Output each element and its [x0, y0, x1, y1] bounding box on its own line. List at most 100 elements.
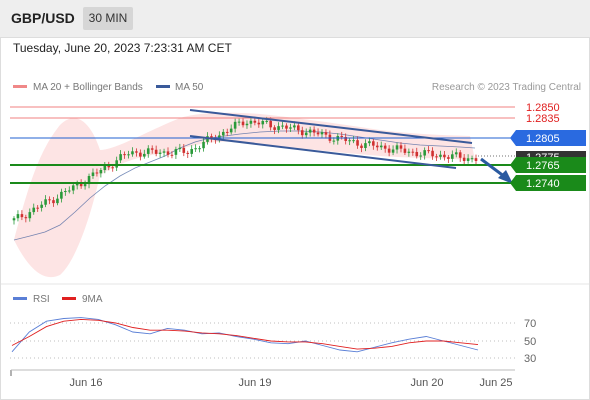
candle-body	[249, 120, 253, 124]
candle-body	[154, 149, 158, 154]
bollinger-legend-label: MA 20 + Bollinger Bands	[33, 82, 143, 93]
rsi-level-30-label: 30	[524, 353, 536, 365]
candle-body	[127, 154, 130, 156]
chart-datetime: Tuesday, June 20, 2023 7:23:31 AM CET	[13, 41, 232, 55]
candle-body	[123, 154, 126, 156]
candle-body	[186, 152, 190, 154]
support-2-label: 1.2740	[526, 178, 560, 190]
currency-pair-title: GBP/USD	[11, 10, 75, 26]
channel-lower-line	[189, 135, 457, 169]
candle-body	[198, 148, 201, 150]
candle-body	[111, 167, 115, 169]
candle-body	[435, 156, 438, 158]
candle-body	[103, 165, 107, 171]
rsi-level-50-label: 50	[524, 336, 536, 348]
candle-body	[99, 170, 103, 174]
candle-body	[107, 165, 111, 168]
candle-body	[257, 122, 261, 125]
candle-body	[403, 148, 407, 153]
candle-body	[391, 149, 395, 153]
projection-arrow-shaft	[480, 157, 506, 179]
credit-text: Research © 2023 Trading Central	[432, 82, 581, 93]
candle-body	[36, 207, 39, 209]
candle-body	[71, 185, 75, 191]
candle-body	[308, 129, 312, 133]
rsi-legend-swatch	[13, 297, 27, 300]
candle-body	[332, 140, 336, 142]
candle-body	[67, 190, 71, 192]
chart-frame	[0, 37, 590, 400]
candle-body	[233, 121, 237, 129]
x-label-jun25: Jun 25	[479, 377, 512, 389]
rsi-level-70-label: 70	[524, 318, 536, 330]
candle-body	[52, 200, 55, 204]
candle-body	[415, 151, 419, 157]
candle-body	[48, 199, 51, 201]
candle-body	[229, 128, 233, 133]
candle-body	[119, 154, 122, 161]
candle-body	[60, 191, 63, 199]
candle-body	[447, 157, 450, 159]
projection-arrow-head	[498, 170, 513, 184]
candle-body	[162, 151, 166, 153]
candle-body	[146, 148, 150, 154]
pivot-label: 1.2805	[526, 133, 560, 145]
rsi-legend-label: RSI	[33, 294, 50, 305]
candle-body	[304, 132, 308, 136]
candle-body	[372, 141, 375, 146]
candle-body	[300, 130, 304, 136]
ma50-line	[13, 130, 476, 241]
candle-body	[182, 147, 186, 153]
candle-body	[348, 140, 351, 142]
candle-body	[32, 207, 36, 213]
candle-body	[431, 150, 434, 157]
candle-body	[411, 151, 415, 153]
candle-body	[225, 131, 229, 133]
candle-body	[158, 152, 162, 154]
candle-body	[293, 125, 296, 128]
support-2-price-tag	[516, 175, 586, 191]
candle-body	[202, 141, 205, 149]
pivot-price-tag-pointer	[510, 130, 516, 146]
candle-body	[75, 183, 79, 186]
candle-body	[312, 129, 316, 133]
candle-body	[439, 154, 442, 157]
candle-body	[273, 127, 276, 130]
candle-body	[253, 120, 257, 123]
support-1-label: 1.2765	[526, 160, 560, 172]
timeframe-button[interactable]: 30 MIN	[83, 7, 133, 30]
candle-body	[150, 148, 154, 150]
candle-body	[83, 184, 87, 187]
x-label-jun16: Jun 16	[69, 377, 102, 389]
candle-body	[352, 140, 355, 142]
candle-body	[265, 120, 269, 122]
candle-body	[407, 151, 411, 153]
candle-body	[383, 145, 387, 149]
candle-body	[79, 183, 83, 187]
candle-body	[466, 158, 470, 161]
candle-body	[399, 145, 403, 149]
candle-body	[340, 135, 344, 138]
candle-body	[474, 158, 478, 161]
candle-body	[419, 155, 423, 157]
candle-body	[64, 191, 67, 193]
candle-body	[454, 152, 458, 155]
candle-body	[95, 172, 99, 174]
candle-body	[87, 176, 91, 185]
candle-body	[368, 141, 371, 144]
support-2-price-tag-pointer	[510, 175, 516, 191]
candle-body	[174, 149, 178, 155]
channel-upper-line	[189, 109, 473, 144]
candle-body	[364, 143, 367, 148]
candle-body	[194, 148, 197, 150]
candle-body	[245, 123, 249, 126]
support-1-price-tag-pointer	[510, 157, 516, 173]
bollinger-legend-swatch	[13, 85, 27, 88]
ma50-legend-swatch	[156, 85, 170, 88]
candle-body	[178, 147, 182, 150]
candle-body	[423, 150, 426, 156]
candle-body	[458, 152, 462, 158]
candle-body	[44, 199, 47, 205]
resistance-1-label: 1.2835	[526, 113, 560, 125]
